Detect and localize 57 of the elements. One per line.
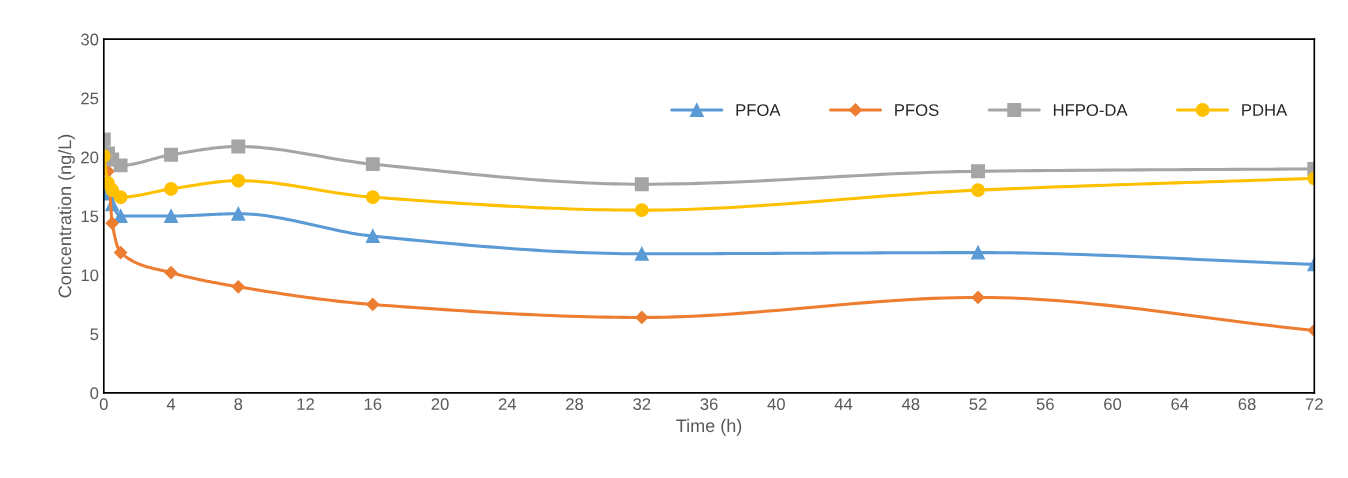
x-tick-label: 40 <box>767 398 785 411</box>
point <box>971 290 985 304</box>
point <box>634 246 649 261</box>
point <box>634 203 649 218</box>
point <box>231 280 245 294</box>
point <box>113 209 128 224</box>
point <box>113 190 128 205</box>
x-tick-label: 20 <box>431 398 449 411</box>
legend-label: PFOA <box>736 104 781 116</box>
x-tick-label: 32 <box>633 398 651 411</box>
y-tick-label: 10 <box>81 269 99 282</box>
x-tick-label: 4 <box>166 398 176 410</box>
x-tick-label: 72 <box>1305 398 1323 410</box>
point <box>231 206 246 221</box>
point <box>971 245 985 260</box>
legend-label: PDHA <box>1242 104 1288 116</box>
point <box>164 147 178 162</box>
x-tick-label: 64 <box>1171 398 1189 411</box>
legend-label: PFOS <box>895 104 939 116</box>
point <box>971 183 985 198</box>
point <box>231 173 246 188</box>
y-axis-title: Concentration (ng/L) <box>58 134 75 298</box>
y-tick-label: 25 <box>81 92 99 105</box>
point <box>164 209 178 224</box>
point <box>971 164 985 179</box>
point <box>634 177 649 192</box>
y-tick-label: 0 <box>90 387 99 400</box>
point <box>114 246 128 260</box>
point <box>366 297 380 312</box>
x-axis-title: Time (h) <box>676 418 742 436</box>
point <box>365 229 380 244</box>
x-tick-label: 52 <box>969 398 987 411</box>
y-tick-label: 5 <box>90 328 99 341</box>
x-tick-label: 28 <box>566 398 584 411</box>
x-tick-label: 24 <box>498 398 517 410</box>
y-tick-label: 30 <box>81 33 99 46</box>
x-tick-label: 8 <box>234 398 243 411</box>
y-tick-label: 15 <box>81 210 99 223</box>
x-tick-label: 16 <box>364 398 382 411</box>
point <box>365 190 380 205</box>
point <box>231 139 246 154</box>
point <box>635 310 649 325</box>
point <box>105 216 119 230</box>
x-tick-label: 0 <box>99 398 108 411</box>
point <box>113 158 128 173</box>
point <box>164 181 178 196</box>
x-tick-label: 12 <box>297 398 314 410</box>
y-tick-label: 20 <box>81 151 99 164</box>
legend-label: HFPO-DA <box>1053 104 1128 116</box>
x-tick-label: 60 <box>1104 398 1122 411</box>
point <box>164 266 178 280</box>
x-tick-label: 68 <box>1238 398 1256 411</box>
x-tick-label: 44 <box>834 398 853 410</box>
x-tick-label: 36 <box>700 398 718 411</box>
x-tick-label: 56 <box>1036 398 1054 411</box>
point <box>365 157 380 172</box>
x-tick-label: 48 <box>901 398 920 411</box>
